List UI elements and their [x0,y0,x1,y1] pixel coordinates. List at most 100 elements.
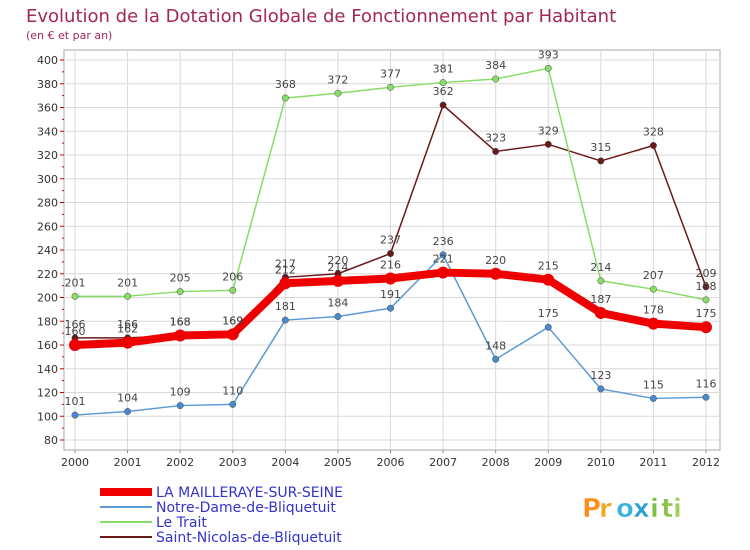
data-label-saint-nicolas-de-bliquetuit: 329 [538,124,559,137]
y-tick-label: 240 [37,244,58,257]
data-point-notre-dame-de-bliquetuit [439,251,447,259]
y-tick-label: 300 [37,173,58,186]
x-tick-label: 2008 [482,456,510,469]
logo-letter: i [650,494,659,524]
data-label-le-trait: 201 [65,276,86,289]
data-label-notre-dame-de-bliquetuit: 109 [170,386,191,399]
data-point-notre-dame-de-bliquetuit [124,408,132,415]
logo-letter: P [582,494,601,524]
data-label-la-mailleraye-sur-seine: 221 [433,253,454,266]
data-label-notre-dame-de-bliquetuit: 116 [696,377,717,390]
data-label-la-mailleraye-sur-seine: 220 [485,254,506,267]
data-label-saint-nicolas-de-bliquetuit: 166 [117,318,138,331]
data-label-saint-nicolas-de-bliquetuit: 209 [696,267,717,280]
data-label-notre-dame-de-bliquetuit: 101 [65,395,86,408]
legend: LA MAILLERAYE-SUR-SEINENotre-Dame-de-Bli… [100,485,343,546]
data-point-le-trait [334,89,342,97]
data-label-saint-nicolas-de-bliquetuit: 328 [643,126,664,139]
y-tick-label: 380 [37,78,58,91]
data-label-le-trait: 206 [222,270,243,283]
y-axis-ticks: 80 100 120 140 160 180 200 220 240 260 280 300 320 34… [37,54,64,447]
data-point-notre-dame-de-bliquetuit [71,411,79,419]
data-point-le-trait [176,288,184,296]
chart-subtitle: (en € et par an) [26,29,112,42]
data-point-la-mailleraye-sur-seine [437,266,450,279]
data-point-la-mailleraye-sur-seine [331,274,344,287]
x-tick-label: 2007 [429,456,457,469]
data-point-saint-nicolas-de-bliquetuit [387,250,394,258]
data-point-le-trait [71,292,79,300]
data-label-notre-dame-de-bliquetuit: 148 [485,339,506,352]
x-tick-label: 2002 [166,456,194,469]
data-label-notre-dame-de-bliquetuit: 191 [380,288,401,301]
legend-label-le-trait: Le Trait [156,515,207,531]
data-point-saint-nicolas-de-bliquetuit [492,147,500,155]
y-tick-label: 280 [37,197,58,210]
data-point-saint-nicolas-de-bliquetuit [544,140,552,148]
data-point-le-trait [439,79,447,87]
x-tick-label: 2009 [534,456,562,469]
data-label-saint-nicolas-de-bliquetuit: 166 [65,318,86,331]
data-point-la-mailleraye-sur-seine [226,328,239,341]
data-label-saint-nicolas-de-bliquetuit: 362 [433,85,454,98]
data-label-notre-dame-de-bliquetuit: 110 [222,384,243,397]
legend-label-notre-dame-de-bliquetuit: Notre-Dame-de-Bliquetuit [156,500,336,516]
data-label-la-mailleraye-sur-seine: 215 [538,260,559,273]
data-point-notre-dame-de-bliquetuit [281,316,289,324]
y-tick-label: 200 [37,292,58,305]
data-point-notre-dame-de-bliquetuit [492,355,500,363]
data-label-le-trait: 393 [538,48,559,61]
data-point-la-mailleraye-sur-seine [384,272,397,285]
legend-label-la-mailleraye-sur-seine: LA MAILLERAYE-SUR-SEINE [156,485,343,501]
data-point-le-trait [387,83,394,91]
data-label-le-trait: 198 [696,280,717,293]
data-label-le-trait: 384 [485,59,506,72]
data-point-le-trait [229,286,237,294]
y-tick-label: 120 [37,387,58,400]
data-label-la-mailleraye-sur-seine: 175 [696,307,717,320]
data-point-le-trait [281,94,289,102]
data-label-notre-dame-de-bliquetuit: 181 [275,300,296,313]
data-label-notre-dame-de-bliquetuit: 123 [590,369,611,382]
y-tick-label: 260 [37,220,58,233]
data-label-saint-nicolas-de-bliquetuit: 315 [590,141,611,154]
data-point-la-mailleraye-sur-seine [279,277,292,290]
data-label-le-trait: 205 [170,272,191,285]
y-tick-label: 220 [37,268,58,281]
series-group [69,64,712,419]
y-tick-label: 160 [37,339,58,352]
data-label-la-mailleraye-sur-seine: 160 [65,325,86,338]
data-label-la-mailleraye-sur-seine: 162 [117,323,138,336]
data-point-saint-nicolas-de-bliquetuit [439,101,447,109]
data-point-la-mailleraye-sur-seine [594,306,607,319]
data-labels: 166 166 168 169 217 220 237 362 323 329 315 328 209 2… [65,48,717,408]
data-label-le-trait: 381 [433,63,454,76]
data-point-le-trait [124,292,132,300]
data-point-notre-dame-de-bliquetuit [334,313,342,320]
x-axis-ticks: 2000 2001 2002 2003 2004 2005 2006 2007 2008 2009… [61,450,720,469]
legend-label-saint-nicolas-de-bliquetuit: Saint-Nicolas-de-Bliquetuit [156,530,342,546]
data-point-saint-nicolas-de-bliquetuit [649,142,657,149]
data-label-notre-dame-de-bliquetuit: 115 [643,378,664,391]
data-point-le-trait [649,285,657,293]
data-point-notre-dame-de-bliquetuit [702,393,710,401]
chart-title: Evolution de la Dotation Globale de Fonc… [26,6,616,27]
data-point-la-mailleraye-sur-seine [174,329,187,342]
data-point-notre-dame-de-bliquetuit [387,304,394,312]
data-label-la-mailleraye-sur-seine: 178 [643,304,664,317]
logo-letter: r [599,494,612,524]
data-label-la-mailleraye-sur-seine: 187 [590,293,611,306]
data-label-notre-dame-de-bliquetuit: 184 [327,297,348,310]
y-tick-label: 80 [44,434,58,447]
logo-letter: i [673,494,682,524]
data-point-la-mailleraye-sur-seine [121,336,134,349]
x-tick-label: 2003 [219,456,247,469]
data-point-notre-dame-de-bliquetuit [176,402,184,410]
x-tick-label: 2011 [639,456,667,469]
data-point-le-trait [702,296,710,304]
x-tick-label: 2012 [692,456,720,469]
y-tick-label: 100 [37,410,58,423]
data-point-le-trait [597,277,605,285]
data-label-saint-nicolas-de-bliquetuit: 220 [327,254,348,267]
